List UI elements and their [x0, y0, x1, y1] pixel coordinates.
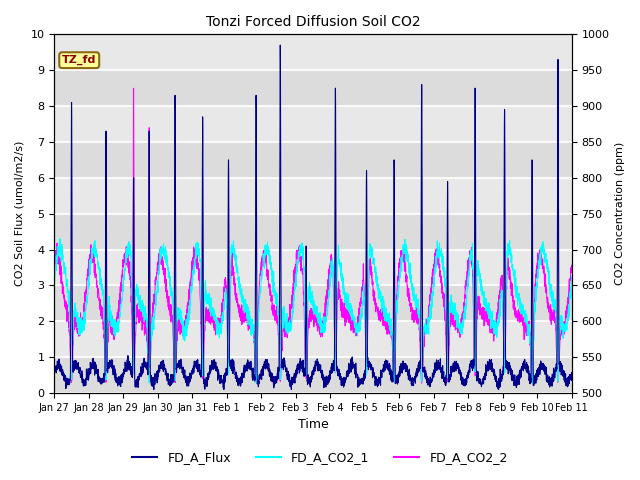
Y-axis label: CO2 Soil Flux (umol/m2/s): CO2 Soil Flux (umol/m2/s) — [15, 141, 25, 287]
X-axis label: Time: Time — [298, 419, 328, 432]
Bar — [54, 35, 572, 70]
Legend: FD_A_Flux, FD_A_CO2_1, FD_A_CO2_2: FD_A_Flux, FD_A_CO2_1, FD_A_CO2_2 — [127, 446, 513, 469]
Bar — [54, 106, 572, 142]
Bar — [54, 250, 572, 286]
Bar — [54, 70, 572, 106]
Bar — [54, 322, 572, 357]
Bar — [54, 178, 572, 214]
Y-axis label: CO2 Concentration (ppm): CO2 Concentration (ppm) — [615, 142, 625, 285]
Bar — [54, 142, 572, 178]
Bar — [54, 214, 572, 250]
Title: Tonzi Forced Diffusion Soil CO2: Tonzi Forced Diffusion Soil CO2 — [205, 15, 420, 29]
Text: TZ_fd: TZ_fd — [62, 55, 97, 65]
Bar — [54, 357, 572, 393]
Bar — [54, 286, 572, 322]
